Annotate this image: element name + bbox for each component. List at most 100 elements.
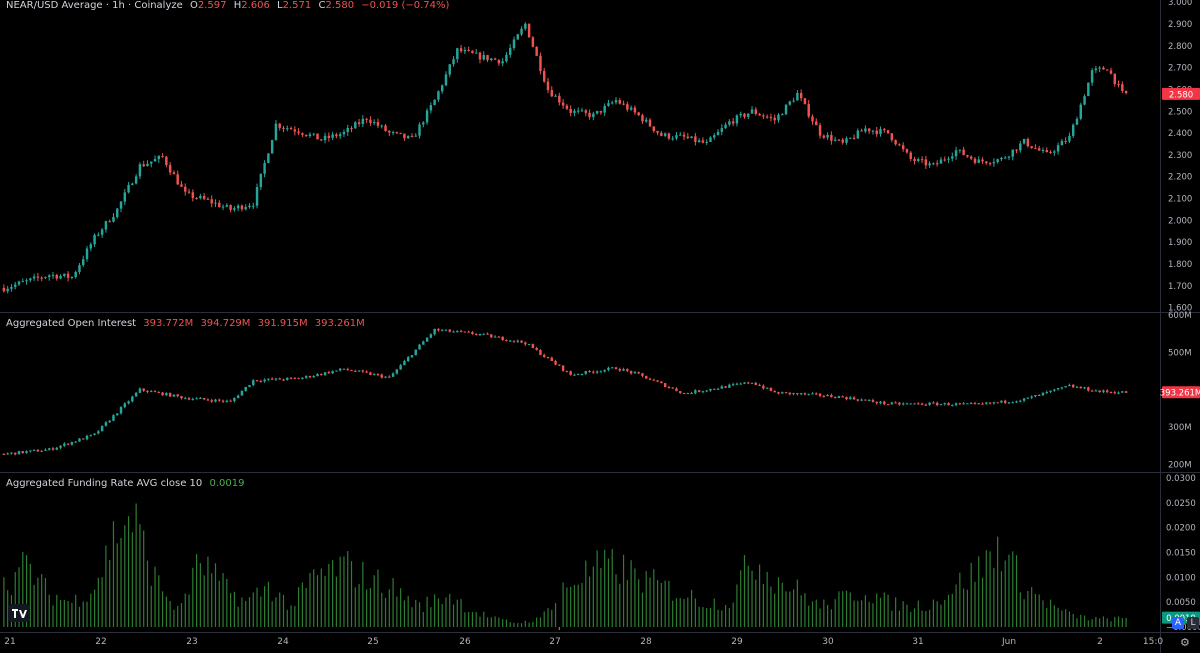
oi-candle [93, 433, 96, 435]
price-candle [172, 172, 176, 175]
oi-candle [833, 397, 837, 399]
oi-candle [63, 443, 66, 446]
oi-candle [996, 402, 999, 404]
price-candle [25, 280, 28, 282]
oi-candle [735, 383, 739, 385]
oi-candle [331, 371, 334, 374]
auto-scale-button[interactable]: A [1172, 617, 1184, 629]
oi-candle [399, 365, 402, 370]
price-candle [822, 135, 826, 138]
price-candle [168, 165, 172, 173]
price-axis-tick: 1.900 [1168, 238, 1192, 248]
oi-candle [531, 344, 535, 349]
oi-candle [935, 402, 939, 406]
oi-candle [697, 390, 701, 392]
oi-candle [641, 373, 644, 376]
time-axis-tick: 29 [731, 637, 743, 647]
oi-candle [822, 395, 826, 397]
oi-candle [705, 390, 708, 392]
time-axis-tick: 31 [912, 637, 923, 647]
price-candle [1019, 143, 1022, 151]
oi-candle [323, 372, 327, 375]
price-candle [633, 107, 637, 113]
oi-candle [520, 340, 523, 343]
oi-candle [656, 380, 659, 382]
price-candle [611, 102, 614, 104]
oi-candle [875, 401, 878, 404]
price-candle [440, 85, 444, 92]
oi-candle [622, 369, 625, 371]
price-candle [883, 129, 886, 131]
oi-last-value-tag: 393.261M [1160, 389, 1200, 399]
oi-candle [1071, 384, 1075, 388]
oi-candle [1109, 391, 1113, 393]
oi-candle [172, 394, 176, 397]
price-axis-tick: 1.600 [1168, 304, 1192, 314]
time-axis-tick: 15:0 [1143, 637, 1163, 647]
price-candle [354, 122, 357, 129]
price-candle [743, 113, 746, 117]
price-candle [720, 128, 724, 132]
price-candle [535, 46, 538, 56]
price-candle [546, 81, 550, 91]
oi-candle [444, 329, 448, 331]
price-candle [1011, 149, 1014, 157]
oi-axis-tick: 300M [1168, 423, 1192, 433]
price-candle [89, 244, 93, 249]
oi-candle [202, 398, 206, 400]
price-candle [263, 162, 266, 174]
oi-candle [663, 383, 667, 388]
price-candle [629, 107, 633, 110]
oi-candle [977, 403, 980, 405]
oi-open: 393.772M [143, 318, 194, 329]
price-candle [1045, 149, 1048, 153]
oi-candle [988, 402, 992, 404]
oi-candle [478, 334, 482, 336]
price-candle [679, 134, 682, 136]
price-candle [811, 116, 814, 122]
log-scale-button[interactable]: L [1187, 617, 1199, 629]
price-candle [671, 138, 674, 140]
oi-candle [108, 420, 111, 423]
oi-name: Aggregated Open Interest [6, 318, 137, 329]
oi-candle [270, 378, 274, 380]
price-candle [928, 163, 931, 166]
price-candle [146, 163, 149, 167]
oi-candle [274, 378, 278, 380]
oi-candle [357, 370, 361, 372]
price-candle [667, 133, 671, 139]
oi-candle [278, 378, 281, 380]
price-candle [112, 216, 115, 222]
price-candle [274, 123, 278, 141]
oi-candle [240, 390, 244, 396]
oi-candle [713, 388, 716, 390]
oi-candle [550, 357, 554, 361]
oi-candle [890, 402, 894, 405]
oi-candle [747, 382, 750, 384]
oi-candle [629, 370, 633, 374]
price-candle [486, 55, 489, 61]
oi-candle [142, 388, 145, 391]
price-candle [1079, 104, 1082, 119]
price-candle [690, 136, 693, 139]
oi-candle [1121, 391, 1124, 393]
oi-candle [17, 451, 21, 455]
price-candle [467, 49, 470, 51]
oi-candle [1113, 392, 1117, 394]
price-axis-tick: 2.000 [1168, 216, 1192, 226]
price-open: O2.597 [189, 0, 227, 11]
oi-candle [849, 397, 852, 400]
oi-candle [1034, 395, 1037, 397]
oi-candle [448, 329, 451, 332]
settings-gear-icon[interactable]: ⚙ [1180, 636, 1190, 649]
price-candle [841, 139, 844, 143]
price-candle [675, 135, 678, 139]
oi-candle [248, 385, 251, 387]
oi-candle [429, 334, 433, 338]
tradingview-logo-icon[interactable] [8, 604, 30, 622]
oi-candle [883, 401, 886, 405]
oi-axis-tick: 600M [1168, 311, 1192, 321]
price-candle [399, 132, 402, 134]
oi-candle [576, 374, 580, 376]
oi-candle [361, 370, 365, 372]
